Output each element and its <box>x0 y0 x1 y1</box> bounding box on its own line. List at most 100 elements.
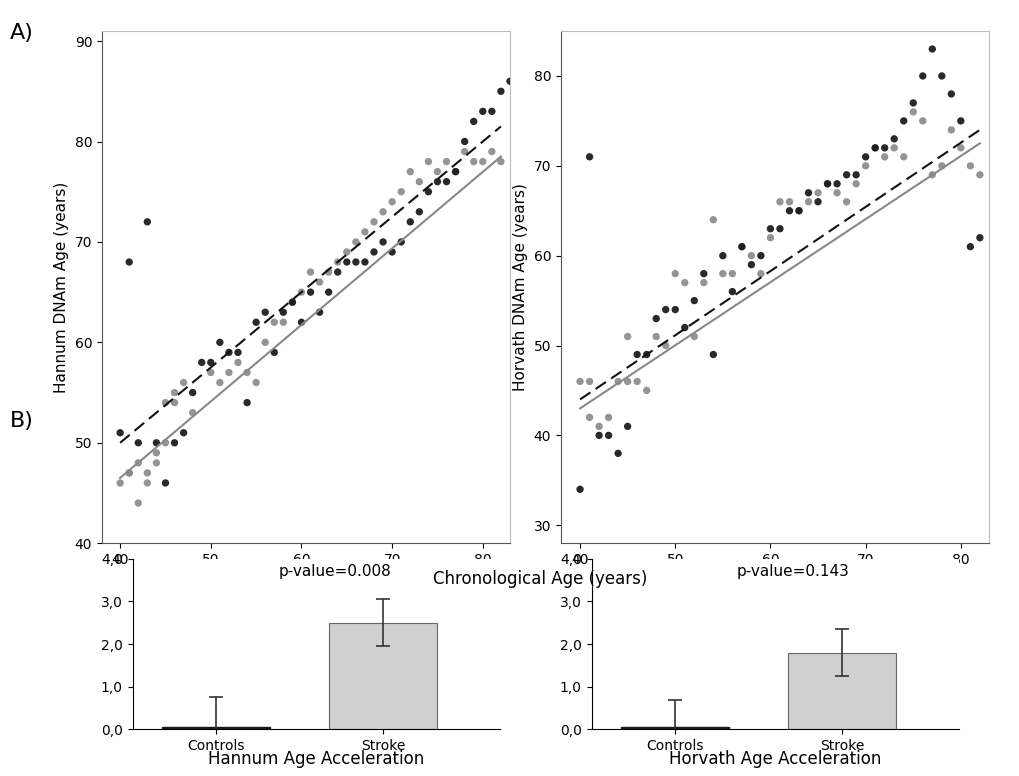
Point <box>828 178 845 190</box>
Point <box>203 356 219 369</box>
Point <box>676 321 692 334</box>
Point <box>148 447 164 459</box>
Point <box>790 205 806 217</box>
Point <box>895 151 911 163</box>
Point <box>600 411 616 424</box>
Point <box>112 427 128 439</box>
Point <box>238 366 255 379</box>
Text: A): A) <box>10 23 34 43</box>
Point <box>293 316 310 328</box>
Point <box>952 115 968 127</box>
Point <box>761 223 777 235</box>
Point <box>629 376 645 388</box>
Point <box>438 175 454 188</box>
Point <box>781 196 797 208</box>
Point <box>220 346 236 359</box>
Point <box>886 142 902 154</box>
Point <box>904 106 920 118</box>
Point <box>212 376 228 389</box>
Point <box>392 185 409 198</box>
Point <box>733 241 749 253</box>
Point <box>657 339 674 352</box>
Point <box>203 366 219 379</box>
Point <box>238 397 255 409</box>
Point <box>266 346 282 359</box>
Point <box>465 115 481 127</box>
Point <box>961 241 977 253</box>
Point <box>581 376 597 388</box>
Point <box>157 397 173 409</box>
Point <box>311 276 327 289</box>
Point <box>971 231 987 244</box>
Point <box>723 268 740 280</box>
Point <box>828 186 845 199</box>
Point <box>275 306 291 318</box>
Point <box>818 178 835 190</box>
Point <box>302 286 318 298</box>
Point <box>184 407 201 419</box>
Text: p-value=0.143: p-value=0.143 <box>737 564 849 579</box>
Point <box>257 336 273 348</box>
Point <box>704 213 720 226</box>
Point <box>338 256 355 268</box>
Point <box>366 246 382 258</box>
Point <box>581 411 597 424</box>
Point <box>366 216 382 228</box>
Point <box>723 286 740 298</box>
Bar <box>787 653 896 729</box>
Point <box>695 268 711 280</box>
Point <box>166 386 182 399</box>
Point <box>857 160 873 172</box>
Point <box>572 483 588 496</box>
Point <box>572 376 588 388</box>
Point <box>411 206 427 218</box>
Point <box>647 313 663 325</box>
Point <box>492 85 508 98</box>
Point <box>130 456 147 469</box>
Point <box>895 115 911 127</box>
Point <box>629 348 645 361</box>
Point <box>971 168 987 181</box>
Point <box>923 43 940 55</box>
Point <box>329 266 345 279</box>
Point <box>590 429 606 442</box>
Point <box>429 165 445 178</box>
Point <box>375 206 391 218</box>
Point <box>483 106 499 118</box>
Point <box>474 155 490 168</box>
Point <box>923 168 940 181</box>
Point <box>875 142 892 154</box>
Point <box>357 256 373 268</box>
Point <box>743 249 759 262</box>
Bar <box>162 727 270 729</box>
Text: Chronological Age (years): Chronological Age (years) <box>433 570 647 588</box>
Point <box>311 306 327 318</box>
Point <box>248 376 264 389</box>
Point <box>347 236 364 248</box>
Point <box>581 151 597 163</box>
Text: p-value=0.008: p-value=0.008 <box>278 564 390 579</box>
Point <box>483 145 499 158</box>
Point <box>338 246 355 258</box>
Point <box>952 142 968 154</box>
Bar <box>621 727 729 729</box>
Point <box>714 268 731 280</box>
Point <box>961 160 977 172</box>
Point <box>800 196 816 208</box>
Point <box>474 106 490 118</box>
Point <box>438 155 454 168</box>
Point <box>847 168 863 181</box>
Point <box>248 316 264 328</box>
Point <box>809 196 825 208</box>
Point <box>657 303 674 316</box>
Point <box>932 70 949 82</box>
Point <box>666 303 683 316</box>
Point <box>175 427 192 439</box>
Point <box>465 155 481 168</box>
Point <box>284 296 301 308</box>
Point <box>943 123 959 136</box>
Point <box>666 268 683 280</box>
Point <box>809 186 825 199</box>
Point <box>401 165 418 178</box>
Point <box>121 466 138 479</box>
